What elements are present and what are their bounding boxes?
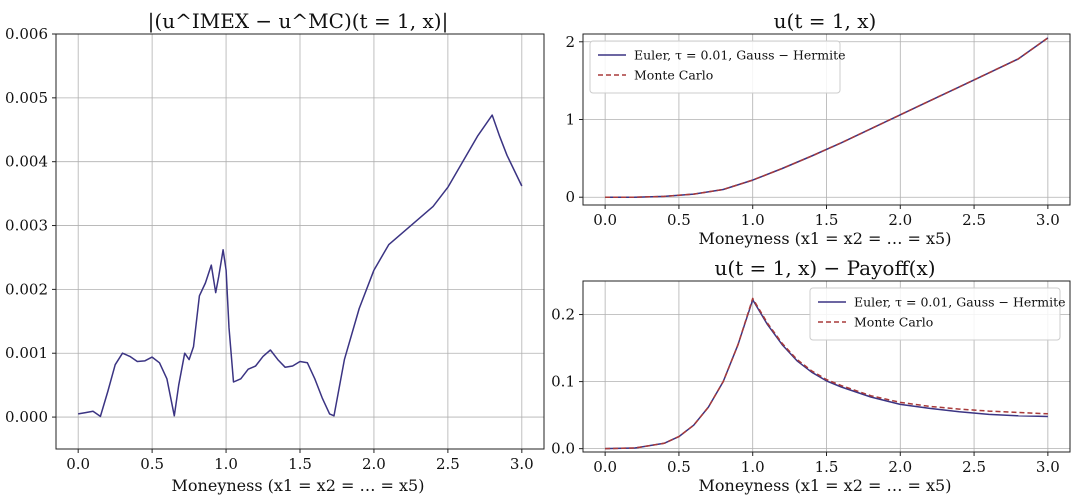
series-line-monte-carlo [605,37,1049,198]
x-tick-label: 1.5 [815,211,839,229]
x-tick-label: 2.0 [362,455,386,473]
legend-box [589,40,841,94]
y-tick-label: 0.003 [5,217,48,235]
legend: Euler, τ = 0.01, Gauss − Hermite Monte Ca… [589,40,846,94]
legend-label: Monte Carlo [634,68,713,83]
grid [56,33,544,449]
chart-title: u(t = 1, x) − Payoff(x) [714,256,935,280]
chart-title: |(u^IMEX − u^MC)(t = 1, x)| [148,9,449,34]
x-tick-label: 3.0 [510,455,534,473]
legend-box [809,287,1061,341]
x-tick-label: 0.0 [593,211,617,229]
y-tick-label: 0.005 [5,89,48,107]
x-axis-label: Moneyness (x1 = x2 = … = x5) [699,229,952,248]
plot-frame [55,33,545,450]
plot-frame [582,280,1071,453]
x-tick-label: 3.0 [1036,211,1060,229]
x-tick-label: 2.0 [888,211,912,229]
x-tick-label: 2.0 [888,458,912,476]
y-tick-label: 0 [565,188,575,206]
legend-label: Euler, τ = 0.01, Gauss − Hermite [634,48,846,63]
chart-abs-error: |(u^IMEX − u^MC)(t = 1, x)| Moneyness (x… [5,9,545,495]
y-tick-label: 0.0 [551,440,575,458]
x-tick-label: 2.5 [962,211,986,229]
y-tick-label: 0.001 [5,344,48,362]
chart-title: u(t = 1, x) [774,9,877,33]
series-line-monte-carlo [605,297,1048,450]
x-tick-label: 1.0 [214,455,238,473]
x-tick-label: 1.0 [741,458,765,476]
y-tick-label: 0.002 [5,280,48,298]
x-tick-label: 0.5 [667,458,691,476]
y-tick-label: 0.006 [5,25,48,43]
x-tick-label: 2.5 [962,458,986,476]
x-tick-label: 3.0 [1036,458,1060,476]
legend: Euler, τ = 0.01, Gauss − Hermite Monte Ca… [809,287,1066,341]
x-tick-label: 2.5 [436,455,460,473]
plot-frame [582,33,1071,206]
y-tick-label: 0.2 [551,306,575,324]
x-axis-label: Moneyness (x1 = x2 = … = x5) [699,476,952,495]
x-tick-label: 1.0 [741,211,765,229]
legend-label: Euler, τ = 0.01, Gauss − Hermite [854,295,1066,310]
y-tick-label: 0.000 [5,408,48,426]
x-tick-label: 0.5 [140,455,164,473]
legend-label: Monte Carlo [854,315,933,330]
x-tick-label: 1.5 [288,455,312,473]
series-line-euler [78,114,523,418]
x-tick-label: 0.5 [667,211,691,229]
y-tick-label: 0.004 [5,153,48,171]
y-tick-label: 2 [565,33,575,51]
x-axis-label: Moneyness (x1 = x2 = … = x5) [172,476,425,495]
x-tick-label: 1.5 [815,458,839,476]
x-tick-label: 0.0 [593,458,617,476]
x-tick-label: 0.0 [66,455,90,473]
chart-u-minus-payoff: u(t = 1, x) − Payoff(x) Moneyness (x1 = … [551,256,1071,495]
y-tick-label: 1 [565,111,575,129]
y-tick-label: 0.1 [551,373,575,391]
chart-u: u(t = 1, x) Moneyness (x1 = x2 = … = x5)… [565,9,1071,248]
